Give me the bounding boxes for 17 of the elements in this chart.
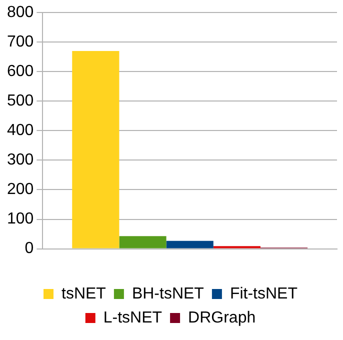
y-tick-label: 800 <box>6 4 34 22</box>
legend-label: L-tsNET <box>103 309 162 326</box>
legend-label: Fit-tsNET <box>230 285 298 302</box>
y-tick-label: 600 <box>6 63 34 80</box>
legend-label: BH-tsNET <box>132 285 204 302</box>
bar <box>72 50 120 248</box>
legend-label: DRGraph <box>188 309 256 326</box>
legend-label: tsNET <box>62 285 106 302</box>
y-tick-label: 700 <box>6 34 34 51</box>
y-tick-label: 0 <box>24 240 34 258</box>
bar <box>119 236 166 248</box>
bar <box>166 240 214 248</box>
y-tick-label: 300 <box>6 152 34 169</box>
y-tick-label: 100 <box>6 210 34 228</box>
y-tick-label: 400 <box>6 122 34 140</box>
y-tick-label: 500 <box>6 92 34 110</box>
y-tick-label: 200 <box>6 181 34 198</box>
